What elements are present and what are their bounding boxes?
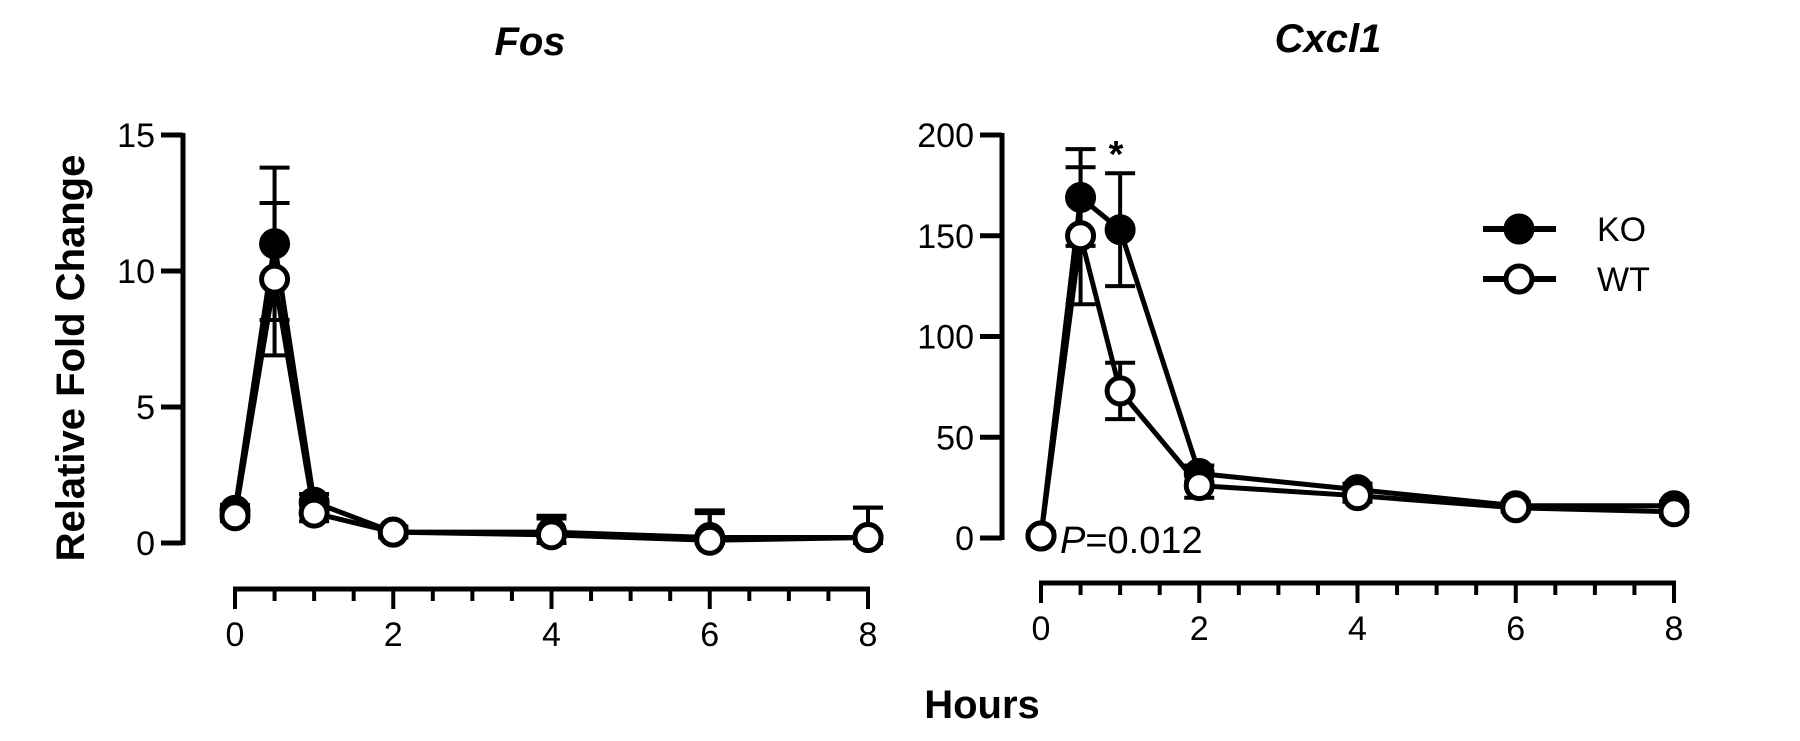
fos-wt-point bbox=[219, 500, 251, 532]
cxcl1-y-tick-label: 100 bbox=[917, 319, 974, 357]
fos-y-tick-label: 5 bbox=[136, 389, 155, 427]
fos-series bbox=[219, 165, 884, 556]
legend-wt-marker bbox=[1503, 263, 1535, 295]
fos-panel: Fos 0 5 10 15 0 2 4 6 8 bbox=[117, 20, 884, 654]
cxcl1-panel-title: Cxcl1 bbox=[1275, 17, 1382, 61]
fos-ko-line bbox=[232, 241, 868, 541]
cxcl1-wt-point bbox=[1104, 375, 1136, 407]
fos-y-tick-label: 0 bbox=[136, 525, 155, 563]
cxcl1-x-axis: 0 2 4 6 8 bbox=[1032, 580, 1684, 648]
fos-x-tick-label: 6 bbox=[700, 616, 719, 654]
fos-panel-title: Fos bbox=[494, 20, 565, 64]
cxcl1-wt-point bbox=[1183, 470, 1215, 502]
fos-x-tick-label: 0 bbox=[226, 616, 245, 654]
p-value-symbol: P bbox=[1060, 520, 1086, 562]
cxcl1-panel: Cxcl1 0 50 100 150 200 0 2 4 6 8 * P=0.012 bbox=[917, 17, 1690, 648]
cxcl1-x-tick-label: 6 bbox=[1506, 610, 1525, 648]
fos-y-tick-label: 15 bbox=[117, 117, 155, 155]
fos-y-axis: 0 5 10 15 bbox=[117, 117, 186, 563]
cxcl1-x-tick-label: 8 bbox=[1665, 610, 1684, 648]
legend-wt-label: WT bbox=[1597, 261, 1650, 299]
fos-x-tick-label: 2 bbox=[384, 616, 403, 654]
fos-wt-point bbox=[259, 263, 291, 295]
cxcl1-ko-point bbox=[1104, 214, 1136, 246]
cxcl1-y-axis: 0 50 100 150 200 bbox=[917, 117, 1005, 558]
legend-item-ko: KO bbox=[1483, 211, 1646, 249]
legend-ko-label: KO bbox=[1597, 211, 1646, 249]
fos-wt-point bbox=[852, 522, 884, 554]
cxcl1-x-tick-label: 2 bbox=[1190, 610, 1209, 648]
fos-wt-point bbox=[377, 516, 409, 548]
fos-x-tick-label: 8 bbox=[859, 616, 878, 654]
cxcl1-y-tick-label: 50 bbox=[936, 419, 974, 457]
fos-x-axis: 0 2 4 6 8 bbox=[226, 586, 878, 654]
fos-y-tick-label: 10 bbox=[117, 253, 155, 291]
fos-x-tick-label: 4 bbox=[542, 616, 561, 654]
fos-wt-line bbox=[232, 276, 869, 543]
fos-wt-point bbox=[298, 497, 330, 529]
significance-asterisk: * bbox=[1109, 134, 1124, 176]
cxcl1-wt-point bbox=[1065, 220, 1097, 252]
cxcl1-wt-point bbox=[1342, 480, 1373, 512]
cxcl1-series bbox=[1025, 147, 1690, 552]
legend-item-wt: WT bbox=[1483, 261, 1650, 299]
cxcl1-x-tick-label: 0 bbox=[1032, 610, 1051, 648]
fos-wt-point bbox=[536, 519, 567, 551]
cxcl1-wt-point bbox=[1658, 496, 1690, 528]
legend: KO WT bbox=[1483, 211, 1650, 299]
p-value-annotation: P=0.012 bbox=[1060, 520, 1203, 562]
cxcl1-wt-point bbox=[1025, 520, 1057, 552]
cxcl1-y-tick-label: 0 bbox=[955, 520, 974, 558]
p-value-text: =0.012 bbox=[1085, 520, 1202, 562]
legend-ko-marker bbox=[1503, 213, 1535, 245]
cxcl1-x-tick-label: 4 bbox=[1348, 610, 1367, 648]
y-axis-title: Relative Fold Change bbox=[49, 155, 93, 562]
cxcl1-y-tick-label: 200 bbox=[917, 117, 974, 155]
cxcl1-wt-point bbox=[1500, 492, 1532, 524]
fos-wt-point bbox=[694, 524, 726, 556]
cxcl1-y-tick-label: 150 bbox=[917, 218, 974, 256]
x-axis-title: Hours bbox=[924, 683, 1040, 727]
